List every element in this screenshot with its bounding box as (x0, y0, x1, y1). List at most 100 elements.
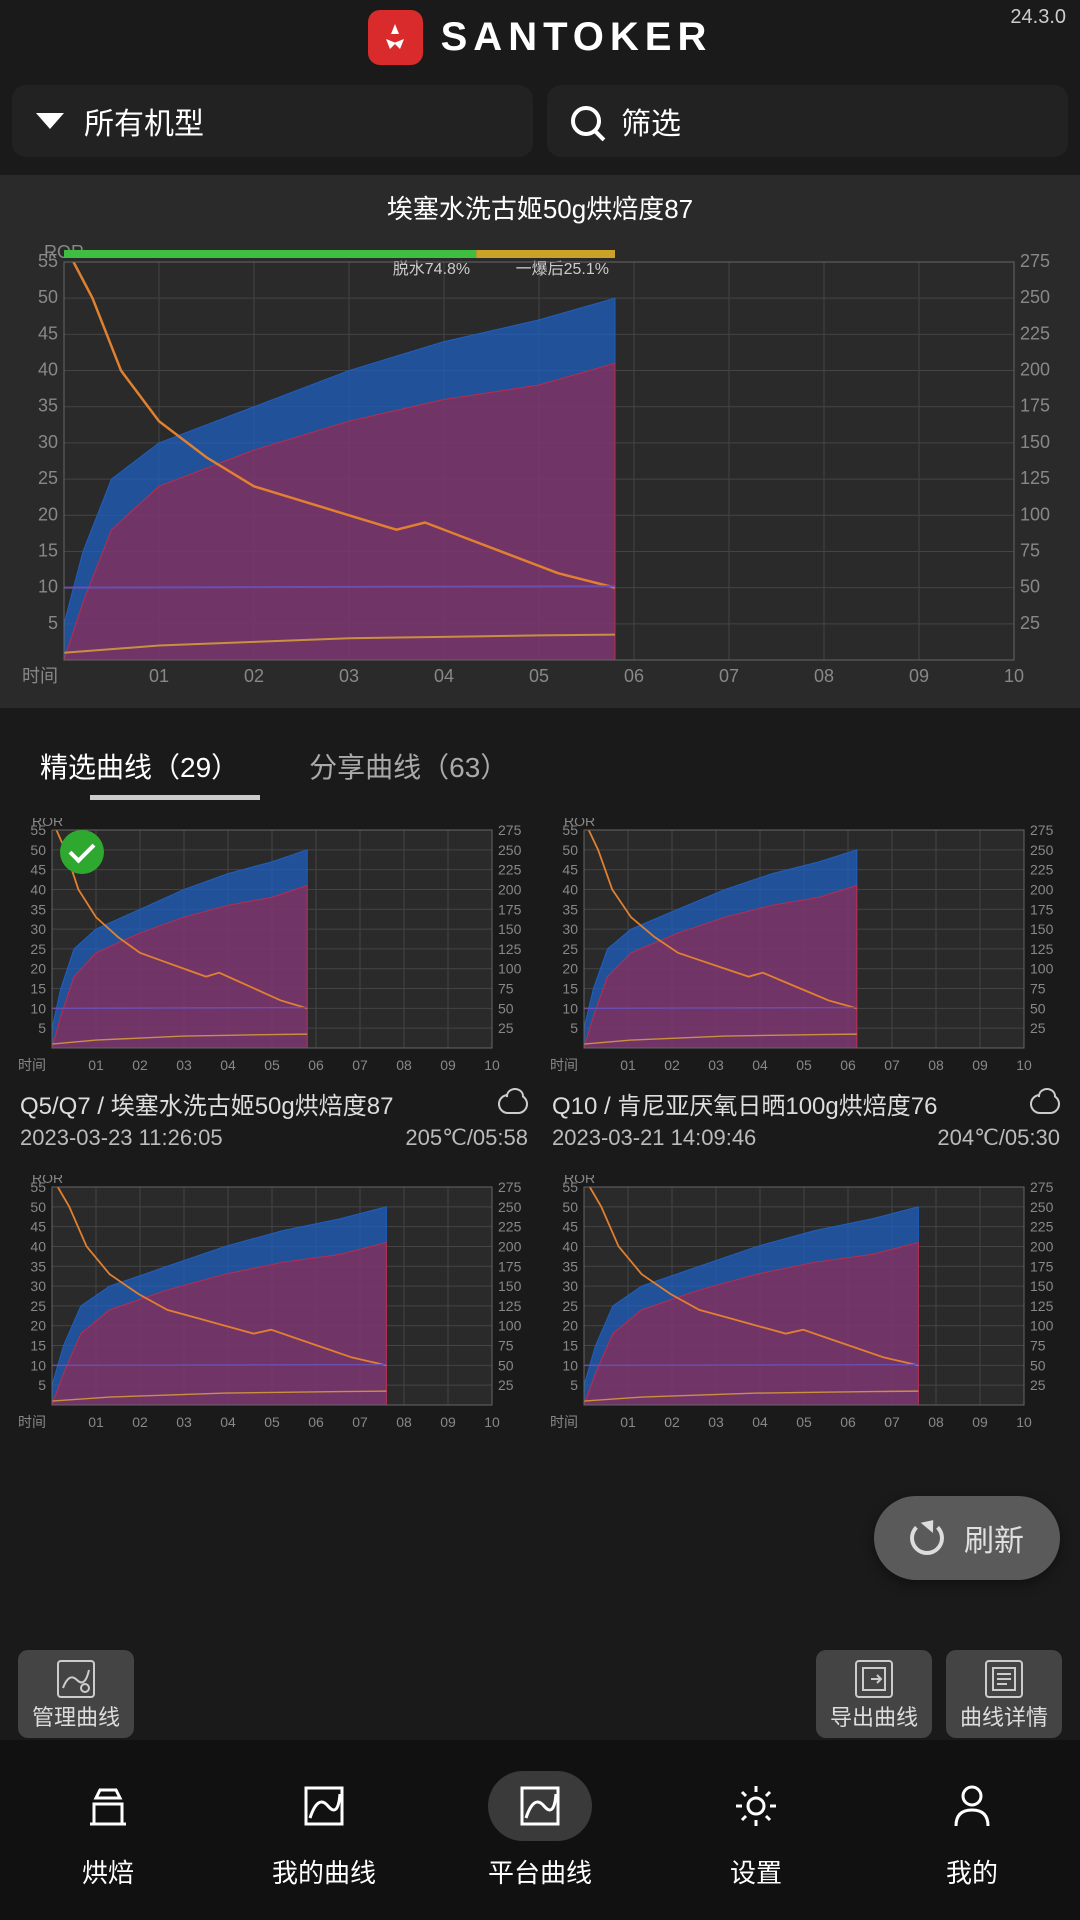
svg-text:20: 20 (30, 961, 46, 977)
svg-text:100: 100 (1030, 1318, 1054, 1334)
svg-text:125: 125 (1020, 468, 1050, 488)
svg-text:50: 50 (562, 842, 578, 858)
svg-text:时间: 时间 (18, 1414, 46, 1430)
svg-text:10: 10 (484, 1414, 500, 1430)
svg-text:125: 125 (498, 1298, 522, 1314)
svg-text:07: 07 (352, 1414, 368, 1430)
svg-text:175: 175 (1030, 1258, 1054, 1274)
detail-icon (985, 1660, 1023, 1698)
svg-text:07: 07 (352, 1057, 368, 1073)
tab-featured[interactable]: 精选曲线（29） (40, 732, 239, 800)
main-chart[interactable]: 5101520253035404550550102030405060708091… (10, 240, 1070, 700)
model-dropdown[interactable]: 所有机型 (12, 85, 533, 157)
svg-text:05: 05 (796, 1057, 812, 1073)
svg-text:50: 50 (1020, 577, 1040, 597)
svg-text:20: 20 (562, 1318, 578, 1334)
svg-text:20: 20 (562, 961, 578, 977)
svg-text:225: 225 (1030, 1219, 1054, 1235)
profile-card[interactable]: 5101520253035404550550102030405060708091… (548, 1175, 1064, 1435)
svg-text:30: 30 (30, 921, 46, 937)
svg-text:300: 300 (1030, 1175, 1054, 1178)
svg-text:10: 10 (562, 1000, 578, 1016)
svg-text:30: 30 (562, 921, 578, 937)
svg-text:45: 45 (38, 323, 58, 343)
svg-text:225: 225 (1030, 862, 1054, 878)
svg-text:时间: 时间 (18, 1057, 46, 1073)
svg-text:06: 06 (840, 1414, 856, 1430)
nav-curve[interactable]: 我的曲线 (216, 1740, 432, 1920)
svg-text:07: 07 (719, 666, 739, 686)
svg-text:01: 01 (620, 1057, 636, 1073)
nav-label: 设置 (730, 1853, 782, 1890)
svg-text:250: 250 (498, 842, 522, 858)
svg-text:06: 06 (308, 1057, 324, 1073)
profile-cards: 5101520253035404550550102030405060708091… (0, 800, 1080, 1445)
curve-detail-button[interactable]: 曲线详情 (946, 1650, 1062, 1738)
refresh-icon (910, 1521, 944, 1555)
nav-person[interactable]: 我的 (864, 1740, 1080, 1920)
svg-text:150: 150 (498, 1278, 522, 1294)
svg-text:200: 200 (1030, 1238, 1054, 1254)
nav-label: 我的曲线 (272, 1853, 376, 1890)
svg-text:75: 75 (1030, 1338, 1046, 1354)
svg-text:ROR: ROR (564, 1175, 595, 1186)
svg-text:10: 10 (1016, 1414, 1032, 1430)
svg-text:10: 10 (1016, 1057, 1032, 1073)
svg-text:04: 04 (752, 1414, 768, 1430)
svg-text:100: 100 (498, 1318, 522, 1334)
svg-text:10: 10 (484, 1057, 500, 1073)
svg-text:25: 25 (30, 941, 46, 957)
svg-text:25: 25 (1030, 1020, 1046, 1036)
svg-text:脱水74.8%: 脱水74.8% (393, 260, 470, 278)
svg-text:40: 40 (38, 360, 58, 380)
svg-text:45: 45 (562, 1219, 578, 1235)
svg-text:时间: 时间 (550, 1414, 578, 1430)
profile-card[interactable]: 5101520253035404550550102030405060708091… (548, 818, 1064, 1159)
svg-text:35: 35 (562, 901, 578, 917)
brand-name: SANTOKER (441, 15, 713, 60)
svg-text:01: 01 (88, 1057, 104, 1073)
svg-text:5: 5 (570, 1020, 578, 1036)
svg-text:08: 08 (814, 666, 834, 686)
svg-text:225: 225 (1020, 323, 1050, 343)
svg-text:10: 10 (1004, 666, 1024, 686)
svg-text:125: 125 (1030, 941, 1054, 957)
svg-text:03: 03 (708, 1414, 724, 1430)
svg-text:05: 05 (529, 666, 549, 686)
svg-text:09: 09 (972, 1057, 988, 1073)
refresh-label: 刷新 (964, 1516, 1024, 1560)
svg-text:08: 08 (928, 1057, 944, 1073)
svg-text:03: 03 (708, 1057, 724, 1073)
svg-text:50: 50 (30, 842, 46, 858)
profile-card[interactable]: 5101520253035404550550102030405060708091… (16, 1175, 532, 1435)
svg-text:08: 08 (928, 1414, 944, 1430)
cloud-icon (1030, 1094, 1060, 1114)
svg-text:05: 05 (264, 1414, 280, 1430)
svg-text:06: 06 (840, 1057, 856, 1073)
svg-text:30: 30 (30, 1278, 46, 1294)
profile-tabs: 精选曲线（29） 分享曲线（63） (0, 708, 1080, 800)
svg-text:01: 01 (149, 666, 169, 686)
detail-label: 曲线详情 (960, 1700, 1048, 1732)
profile-card[interactable]: 5101520253035404550550102030405060708091… (16, 818, 532, 1159)
svg-text:09: 09 (440, 1057, 456, 1073)
curve-icon (514, 1780, 566, 1832)
export-curves-button[interactable]: 导出曲线 (816, 1650, 932, 1738)
filter-search[interactable]: 筛选 (547, 85, 1068, 157)
tab-shared[interactable]: 分享曲线（63） (309, 732, 508, 800)
manage-curves-button[interactable]: 管理曲线 (18, 1650, 134, 1738)
svg-text:20: 20 (30, 1318, 46, 1334)
svg-text:05: 05 (264, 1057, 280, 1073)
export-label: 导出曲线 (830, 1700, 918, 1732)
svg-text:35: 35 (30, 901, 46, 917)
svg-text:06: 06 (308, 1414, 324, 1430)
svg-text:50: 50 (1030, 1000, 1046, 1016)
refresh-button[interactable]: 刷新 (874, 1496, 1060, 1580)
nav-roaster[interactable]: 烘焙 (0, 1740, 216, 1920)
svg-text:275: 275 (1020, 251, 1050, 271)
nav-curve[interactable]: 平台曲线 (432, 1740, 648, 1920)
svg-text:50: 50 (498, 1000, 514, 1016)
svg-text:125: 125 (498, 941, 522, 957)
nav-gear[interactable]: 设置 (648, 1740, 864, 1920)
svg-text:250: 250 (1030, 1199, 1054, 1215)
